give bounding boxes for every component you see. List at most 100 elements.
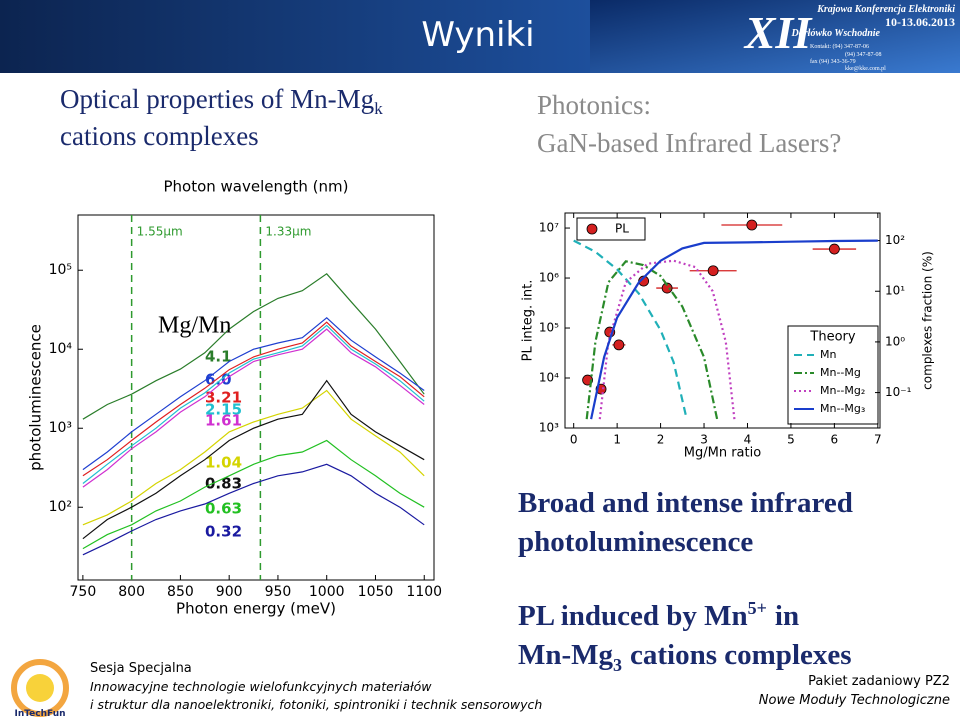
legend-label: Mn--Mg xyxy=(820,366,861,379)
series-line xyxy=(82,439,425,550)
series-line xyxy=(82,379,425,540)
legend-label: PL xyxy=(615,222,629,236)
finding-text: PL induced by Mn xyxy=(518,600,748,632)
finding: PL induced by Mn5+ in xyxy=(518,598,799,632)
finding-text: cations complexes xyxy=(630,639,852,671)
finding: photoluminescence xyxy=(518,526,753,558)
plot-frame xyxy=(564,212,881,429)
banner-place: Darłówko Wschodnie xyxy=(791,28,881,39)
y-tick-label: 10⁴ xyxy=(539,371,559,385)
charts: 750 800 850 900 950 1000 1050 1100 10² 10³ 10⁴ 10⁵ 1… xyxy=(27,178,935,618)
y-tick-label: 10⁴ xyxy=(49,341,73,357)
series-label: 0.32 xyxy=(205,523,242,541)
x-tick-label: 1050 xyxy=(358,584,394,600)
series-label: 0.63 xyxy=(205,500,242,518)
series-line xyxy=(82,328,425,488)
series-line xyxy=(82,324,425,484)
y2-tick-label: 10⁰ xyxy=(885,334,905,348)
plot-frame xyxy=(77,214,435,581)
x-tick-label: 0 xyxy=(570,433,578,447)
subtitle: GaN-based Infrared Lasers? xyxy=(537,128,841,158)
reference-label: 1.55μm xyxy=(137,225,183,239)
y-tick-label: 10⁵ xyxy=(49,262,72,278)
series-label: 4.1 xyxy=(205,348,232,366)
finding-text: Mn-Mg xyxy=(518,639,614,671)
x-tick-label: 4 xyxy=(744,433,752,447)
series-line xyxy=(82,273,425,420)
banner-contact: kke@kke.com.pl xyxy=(845,66,886,72)
legend-box xyxy=(576,217,646,241)
chart-panel xyxy=(28,175,452,628)
data-point xyxy=(707,265,719,277)
footer-session: Sesja Specjalna xyxy=(90,661,192,676)
x-tick-label: 950 xyxy=(265,584,292,600)
series-line xyxy=(590,239,878,420)
y-tick-label: 10³ xyxy=(49,420,72,436)
x-tick-label: 2 xyxy=(657,433,665,447)
subtitle: Photonics: xyxy=(537,90,651,120)
footer-package: Pakiet zadaniowy PZ2 xyxy=(808,674,950,689)
series-line xyxy=(573,239,688,420)
x-tick-label: 1000 xyxy=(309,584,345,600)
logo-core xyxy=(26,674,54,702)
data-point xyxy=(828,243,840,255)
series-line xyxy=(585,260,719,420)
legend-label: Mn--Mg₂ xyxy=(820,384,865,397)
series-line xyxy=(598,259,736,420)
chart-panel xyxy=(508,175,945,465)
y-tick-label: 10² xyxy=(49,499,72,515)
legend-label: Mn xyxy=(820,348,836,361)
x-tick-label: 900 xyxy=(216,584,243,600)
logo-ring xyxy=(11,659,69,717)
header-bar xyxy=(0,0,590,73)
x-tick-label: 6 xyxy=(831,433,839,447)
series-label: 1.04 xyxy=(205,454,242,472)
slide-title: cations complexes xyxy=(60,121,259,151)
legend-box xyxy=(787,325,879,425)
footer-project: i struktur dla nanoelektroniki, fotoniki… xyxy=(90,697,542,712)
x-tick-label: 1100 xyxy=(406,584,442,600)
series-line xyxy=(82,317,425,471)
y-axis-label: photoluminescence xyxy=(27,324,45,471)
legend-marker xyxy=(586,223,598,235)
footer-module: Nowe Moduły Technologiczne xyxy=(759,693,950,708)
annotation: Mg/Mn xyxy=(158,313,231,339)
banner-contact: Kontakt: (94) 347-87-06 xyxy=(810,43,869,50)
y-axis-label: PL integ. int. xyxy=(521,280,536,362)
data-point xyxy=(613,339,625,351)
y2-tick-label: 10⁻¹ xyxy=(885,385,912,399)
y-tick-label: 10⁷ xyxy=(539,221,559,235)
series-line xyxy=(82,389,425,526)
title-subscript: k xyxy=(374,99,383,118)
finding-subscript: 3 xyxy=(613,655,622,675)
banner-edition: XII xyxy=(743,7,814,58)
banner-dates: 10-13.06.2013 xyxy=(885,15,955,29)
data-point xyxy=(661,282,673,294)
y-tick-label: 10⁶ xyxy=(539,271,559,285)
legend-title: Theory xyxy=(809,330,855,345)
banner-contact: fax (94) 343-36-79 xyxy=(810,58,856,65)
y2-tick-label: 10² xyxy=(885,233,905,247)
x2-axis-label: Photon wavelength (nm) xyxy=(163,178,348,196)
series-label: 0.83 xyxy=(205,475,242,493)
banner-name: Krajowa Konferencja Elektroniki xyxy=(816,4,955,15)
header-title: Wyniki xyxy=(421,15,534,55)
series-line xyxy=(82,463,425,556)
finding-superscript: 5+ xyxy=(748,598,767,618)
x-tick-label: 3 xyxy=(700,433,708,447)
x-tick-label: 800 xyxy=(118,584,145,600)
x-axis-label: Photon energy (meV) xyxy=(176,600,336,618)
data-point xyxy=(746,219,758,231)
x-tick-label: 7 xyxy=(874,433,882,447)
x-tick-label: 750 xyxy=(70,584,97,600)
x-tick-label: 850 xyxy=(167,584,194,600)
series-label: 6.0 xyxy=(205,371,232,389)
finding-text: in xyxy=(775,600,799,632)
series-label: 1.61 xyxy=(205,412,242,430)
y-tick-label: 10⁵ xyxy=(539,321,559,335)
y2-axis-label: complexes fraction (%) xyxy=(921,251,935,390)
x-tick-label: 1 xyxy=(613,433,621,447)
series-line xyxy=(82,321,425,477)
